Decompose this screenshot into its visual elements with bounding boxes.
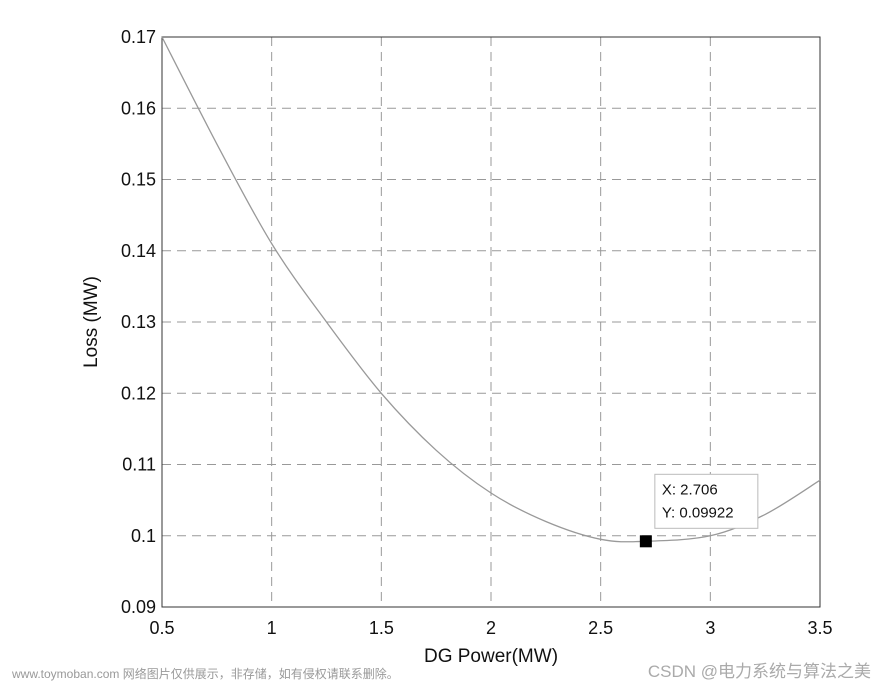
x-tick-label: 3 xyxy=(705,618,715,638)
x-tick-label: 2.5 xyxy=(588,618,613,638)
watermark-right: CSDN @电力系统与算法之美 xyxy=(647,662,871,681)
loss-curve xyxy=(161,36,821,543)
y-tick-label: 0.13 xyxy=(121,312,156,332)
datatip-box xyxy=(654,473,759,529)
x-tick-label: 0.5 xyxy=(149,618,174,638)
datatip-marker xyxy=(639,535,652,548)
y-tick-label: 0.09 xyxy=(121,597,156,617)
plot-frame xyxy=(161,36,821,608)
x-tick-label: 1.5 xyxy=(369,618,394,638)
datatip-x-text: X: 2.706 xyxy=(662,481,718,498)
y-tick-label: 0.11 xyxy=(122,455,156,475)
y-tick-label: 0.17 xyxy=(121,27,156,47)
y-axis-label: Loss (MW) xyxy=(81,276,102,368)
grid-lines xyxy=(162,37,820,607)
y-axis-ticks: 0.09 0.1 0.11 0.12 0.13 0.14 0.15 0.16 0.17 xyxy=(121,27,156,617)
x-axis-label: DG Power(MW) xyxy=(424,646,558,667)
y-tick-label: 0.1 xyxy=(131,526,156,546)
watermark-left: www.toymoban.com 网络图片仅供展示，非存储，如有侵权请联系删除。 xyxy=(12,667,399,681)
x-tick-label: 1 xyxy=(267,618,277,638)
x-tick-label: 3.5 xyxy=(807,618,832,638)
y-tick-label: 0.15 xyxy=(121,170,156,190)
y-tick-label: 0.16 xyxy=(121,98,156,118)
x-axis-ticks: 0.5 1 1.5 2 2.5 3 3.5 xyxy=(149,618,832,638)
datatip-y-text: Y: 0.09922 xyxy=(662,504,734,521)
y-tick-label: 0.14 xyxy=(121,241,156,261)
datatip: X: 2.706 Y: 0.09922 xyxy=(639,473,759,548)
x-tick-label: 2 xyxy=(486,618,496,638)
y-tick-label: 0.12 xyxy=(121,383,156,403)
